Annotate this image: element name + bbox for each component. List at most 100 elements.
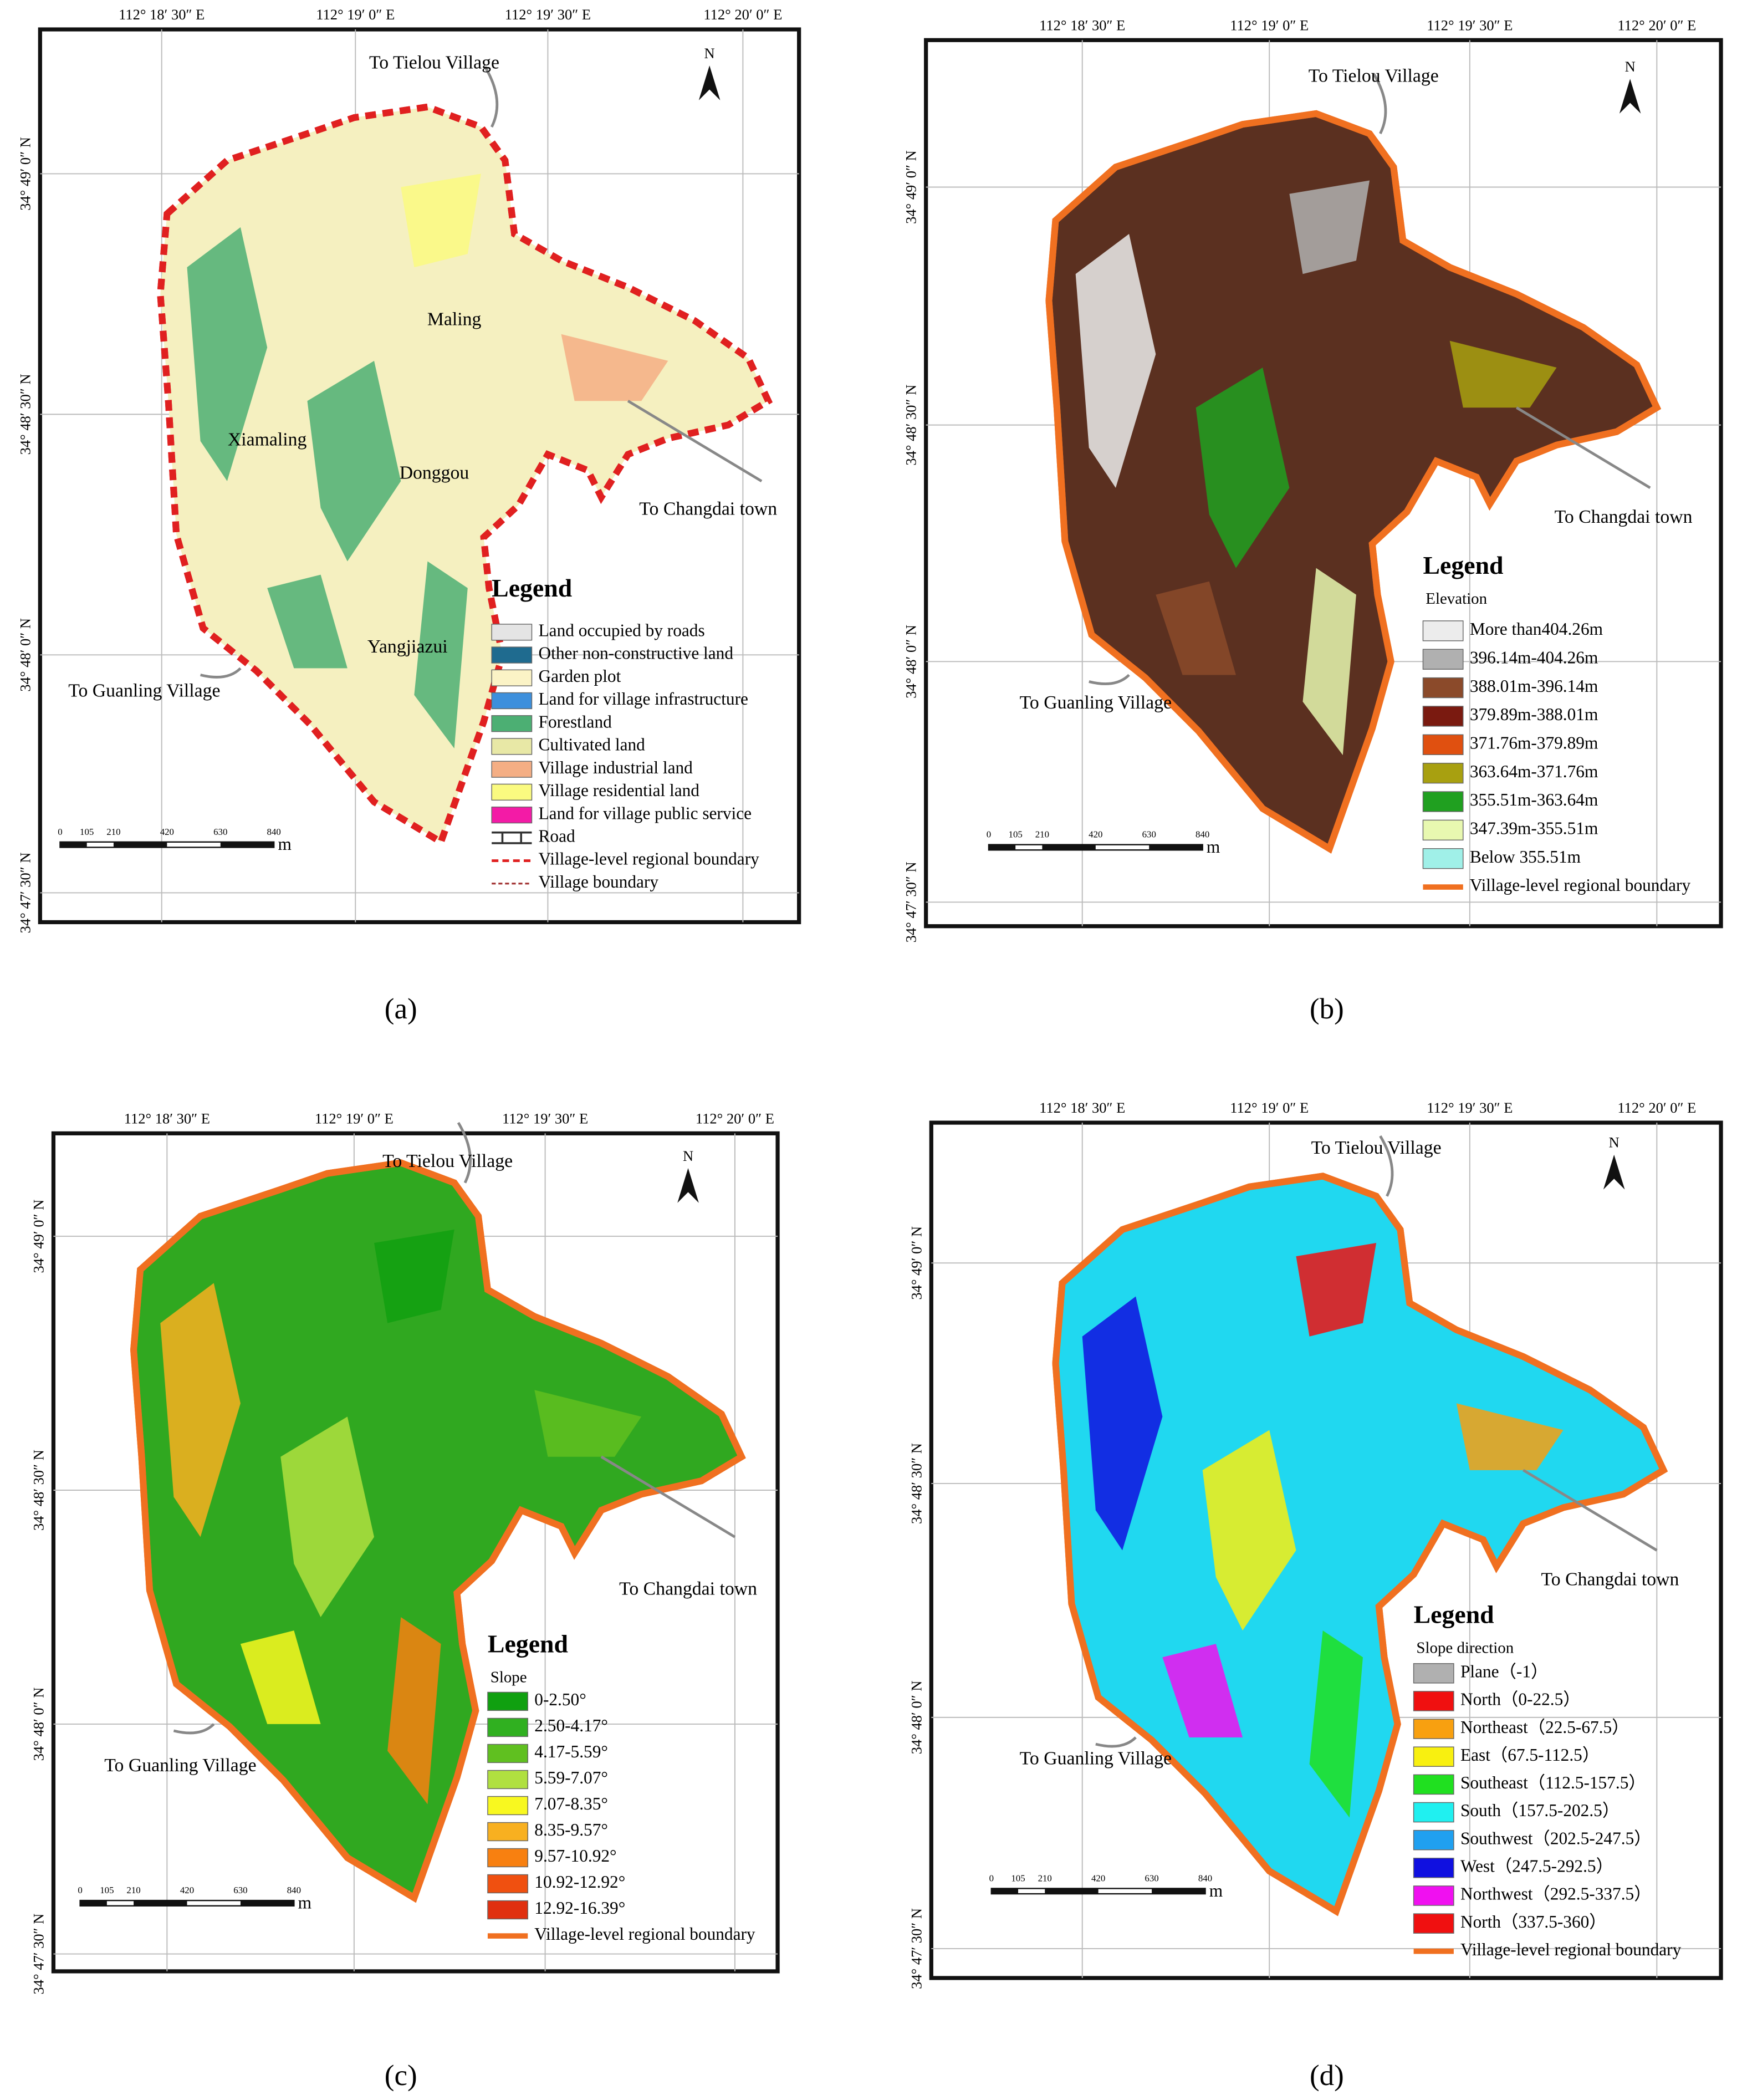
land-patch: [1196, 367, 1290, 568]
legend-label: 388.01m-396.14m: [1470, 676, 1598, 696]
legend-label: 363.64m-371.76m: [1470, 762, 1598, 781]
legend-subtitle: Slope direction: [1416, 1639, 1514, 1657]
legend-swatch: [491, 783, 533, 801]
scale-label: 210: [1035, 829, 1049, 840]
legend-swatch: [491, 715, 533, 732]
road: [173, 1723, 215, 1735]
road: [1515, 406, 1651, 490]
legend-label: 4.17-5.59°: [534, 1742, 608, 1761]
legend-swatch: [491, 738, 533, 755]
legend-swatch: [1413, 1858, 1454, 1878]
longitude-label: 112° 18′ 30″ E: [124, 1110, 210, 1127]
panel-caption: (a): [385, 993, 417, 1025]
legend-label: Village boundary: [539, 872, 659, 891]
land-patch: [1296, 1243, 1377, 1337]
latitude-label: 34° 48′ 30″ N: [903, 385, 919, 466]
longitude-label: 112° 19′ 0″ E: [1230, 17, 1309, 33]
legend-title: Legend: [1423, 551, 1503, 579]
legend-label: Southeast（112.5-157.5）: [1460, 1773, 1646, 1792]
legend-label: Forestland: [539, 712, 612, 731]
land-patch: [1449, 340, 1557, 408]
longitude-label: 112° 20′ 0″ E: [1617, 17, 1696, 33]
legend-label: 2.50-4.17°: [534, 1716, 608, 1735]
legend-title: Legend: [488, 1630, 568, 1658]
scale-segment: [1045, 1888, 1099, 1894]
scale-label: 840: [267, 827, 281, 837]
latitude-label: 34° 48′ 0″ N: [30, 1688, 47, 1761]
legend-label: More than404.26m: [1470, 619, 1603, 639]
scale-label: 0: [78, 1885, 82, 1895]
north-arrow: [677, 1168, 699, 1203]
scale-segment: [80, 1900, 107, 1906]
latitude-label: 34° 48′ 0″ N: [908, 1680, 924, 1754]
scale-label: 630: [1145, 1873, 1158, 1883]
longitude-label: 112° 20′ 0″ E: [696, 1110, 774, 1127]
land-patch: [280, 1416, 375, 1618]
scale-label: 630: [213, 827, 227, 837]
legend-label: 10.92-12.92°: [534, 1872, 625, 1892]
north-label: N: [704, 45, 715, 62]
legend-swatch: [487, 1900, 528, 1920]
legend-swatch: [1422, 848, 1464, 869]
panel-caption: (c): [385, 2060, 417, 2092]
latitude-label: 34° 48′ 30″ N: [17, 374, 33, 455]
north-label: N: [1609, 1134, 1620, 1151]
north-label: N: [1625, 58, 1636, 75]
legend-label: 5.59-7.07°: [534, 1768, 608, 1787]
longitude-label: 112° 19′ 30″ E: [505, 6, 591, 23]
scale-label: 840: [1198, 1873, 1212, 1883]
legend-swatch: [1422, 706, 1464, 727]
land-patch: [387, 1617, 441, 1805]
legend-label: 379.89m-388.01m: [1470, 705, 1598, 724]
village-outline: [157, 103, 773, 847]
scale-segment: [1042, 844, 1096, 850]
legend-swatch: [492, 831, 532, 844]
legend-swatch: [1413, 1691, 1454, 1711]
latitude-label: 34° 49′ 0″ N: [30, 1200, 47, 1273]
place-label: To Tielou Village: [1311, 1138, 1442, 1158]
scale-unit: m: [298, 1893, 311, 1913]
land-patch: [561, 334, 668, 401]
land-patch: [307, 360, 401, 562]
scale-segment: [1152, 1888, 1205, 1894]
longitude-label: 112° 18′ 30″ E: [119, 6, 205, 23]
scale-unit: m: [278, 834, 291, 854]
scale-segment: [991, 1888, 1019, 1894]
land-patch: [1456, 1403, 1564, 1470]
place-label: Xiamaling: [228, 429, 307, 450]
legend-swatch: [1422, 677, 1464, 699]
legend-label: Other non-constructive land: [539, 644, 734, 663]
place-label: To Guanling Village: [104, 1755, 256, 1776]
legend-label: Village-level regional boundary: [539, 849, 760, 869]
scale-label: 630: [1142, 829, 1156, 840]
place-label: To Tielou Village: [1309, 66, 1439, 86]
scale-label: 210: [106, 827, 120, 837]
road: [600, 1455, 736, 1538]
longitude-label: 112° 18′ 30″ E: [1039, 17, 1125, 33]
legend-label: Village-level regional boundary: [1470, 875, 1691, 895]
scale-label: 105: [1009, 829, 1023, 840]
north-arrow: [1619, 79, 1641, 114]
scale-label: 210: [126, 1885, 140, 1895]
legend-swatch: [1413, 1746, 1454, 1767]
legend-label: 396.14m-404.26m: [1470, 648, 1598, 667]
map-panel: 112° 18′ 30″ E 112° 19′ 0″ E 112° 19′ 30″ …: [17, 6, 801, 1025]
scale-label: 420: [160, 827, 174, 837]
legend-label: Village residential land: [539, 781, 700, 800]
latitude-label: 34° 49′ 0″ N: [908, 1226, 924, 1300]
latitude-label: 34° 48′ 30″ N: [908, 1443, 924, 1524]
scale-segment: [240, 1900, 294, 1906]
legend-swatch: [1422, 791, 1464, 812]
land-patch: [1302, 568, 1356, 756]
legend-label: South（157.5-202.5）: [1460, 1801, 1620, 1820]
legend-label: 9.57-10.92°: [534, 1846, 616, 1865]
legend-label: West（247.5-292.5）: [1460, 1856, 1613, 1875]
scale-label: 420: [1091, 1873, 1105, 1883]
legend-label: Land occupied by roads: [539, 620, 705, 640]
scale-label: 105: [1011, 1873, 1025, 1883]
latitude-label: 34° 47′ 30″ N: [17, 852, 33, 933]
scale-segment: [220, 842, 274, 848]
road: [1523, 1469, 1658, 1552]
scale-label: 840: [287, 1885, 301, 1895]
